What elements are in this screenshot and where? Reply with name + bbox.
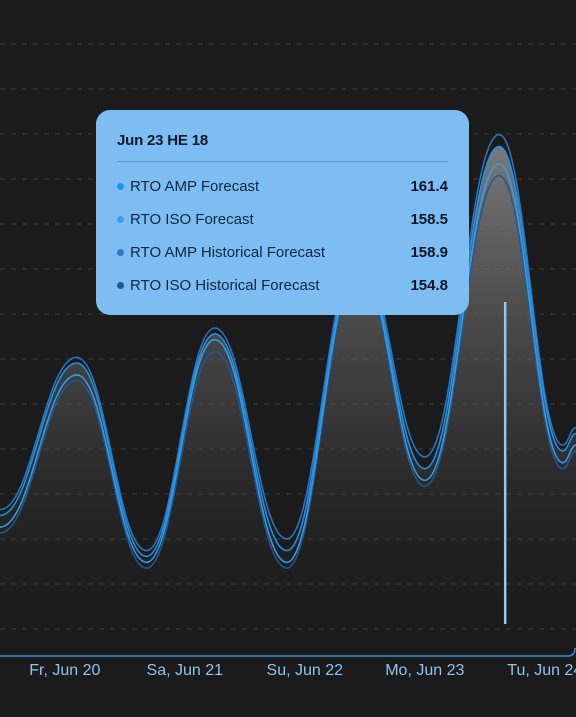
tooltip-divider <box>117 161 448 162</box>
x-axis-ticks: Fr, Jun 20 Sa, Jun 21 Su, Jun 22 Mo, Jun 23… <box>29 662 576 679</box>
x-tick-label: Mo, Jun 23 <box>385 662 464 679</box>
tooltip-series-name: RTO ISO Historical Forecast <box>130 277 320 294</box>
series-color-dot <box>117 249 124 256</box>
tooltip-series-name: RTO AMP Forecast <box>130 178 260 195</box>
series-area-fill <box>0 146 576 656</box>
x-tick-label: Fr, Jun 20 <box>29 662 100 679</box>
series-line-0[interactable] <box>0 145 576 558</box>
tooltip-row: RTO AMP Forecast 161.4 <box>117 170 448 203</box>
series-line-3[interactable] <box>0 174 576 569</box>
series-color-dot <box>117 183 124 190</box>
tooltip-series-name: RTO ISO Forecast <box>130 211 254 228</box>
tooltip-series-name: RTO AMP Historical Forecast <box>130 244 326 261</box>
tooltip-row: RTO AMP Historical Forecast 158.9 <box>117 236 448 269</box>
series-color-dot <box>117 216 124 223</box>
x-tick-label: Su, Jun 22 <box>267 662 344 679</box>
tooltip-series-value: 161.4 <box>410 178 448 195</box>
chart-area-layer <box>0 146 576 656</box>
series-line-2[interactable] <box>0 133 576 552</box>
tooltip-series-value: 158.5 <box>410 211 448 228</box>
tooltip-row: RTO ISO Forecast 158.5 <box>117 203 448 236</box>
x-tick-label: Tu, Jun 24 <box>507 662 576 679</box>
chart-tooltip: Jun 23 HE 18 RTO AMP Forecast 161.4 RTO … <box>96 110 469 315</box>
tooltip-series-value: 158.9 <box>410 244 448 261</box>
x-tick-label: Sa, Jun 21 <box>147 662 224 679</box>
series-color-dot <box>117 282 124 289</box>
tooltip-row: RTO ISO Historical Forecast 154.8 <box>117 269 448 302</box>
series-line-1[interactable] <box>0 163 576 564</box>
chart-series-layer <box>0 133 576 569</box>
x-axis-corner <box>567 647 576 657</box>
tooltip-title: Jun 23 HE 18 <box>117 132 208 149</box>
tooltip-series-value: 154.8 <box>410 277 448 294</box>
